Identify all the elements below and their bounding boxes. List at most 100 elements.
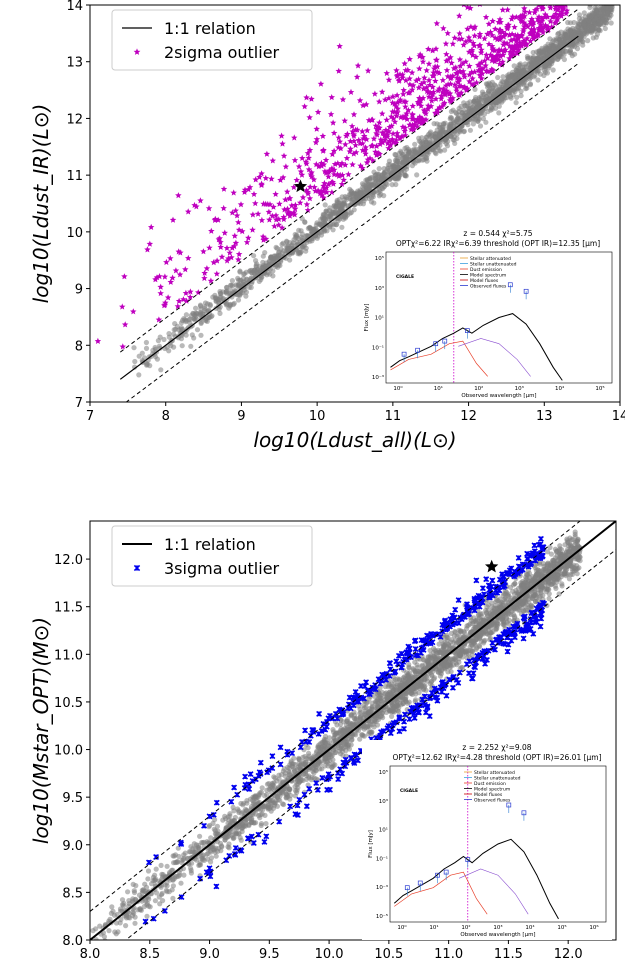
outlier-star [561,0,568,3]
outlier-star [455,35,463,42]
outlier-star [250,190,258,197]
outlier-star [558,0,564,4]
outlier-star [373,130,380,137]
outlier-star [167,278,174,285]
gray-point [136,372,142,378]
outlier-star [217,243,224,250]
outlier-star [547,18,554,25]
outlier-star [441,91,449,98]
gray-point [450,123,457,129]
gray-point [470,121,476,127]
outlier-star [558,10,566,17]
outlier-star [313,125,320,132]
gray-point [499,96,505,102]
y-tick-label: 7 [75,396,83,411]
inset-observed-flux [442,338,448,344]
gray-point [132,358,138,365]
gray-point [471,115,477,121]
outlier-star [266,216,273,223]
gray-point [442,120,448,126]
outlier-star [518,18,526,25]
outlier-star [303,201,311,208]
gray-point [545,549,551,555]
outlier-star [402,103,409,110]
outlier-star [347,88,355,95]
outlier-star [526,30,534,37]
inset-legend-label: Stellar unattenuated [470,262,517,268]
gray-point [452,629,458,636]
gray-point [576,15,583,21]
outlier-star [177,249,184,256]
gray-point [605,0,610,1]
outlier-star [528,26,535,33]
gray-point [412,698,418,705]
x-tick-label: 11 [385,409,402,424]
gray-point [160,898,166,904]
gray-point [448,630,454,637]
outlier-star [249,226,256,233]
outlier-star [270,203,277,210]
outlier-star [478,75,485,82]
inset-y-tick: 10³ [375,285,384,292]
inset-y-tick: 10⁵ [375,255,384,262]
highlight-star [293,179,308,193]
outlier-star [409,111,416,118]
outlier-star [466,37,474,44]
outlier-star [220,185,228,192]
gray-point [400,160,406,167]
outlier-star [330,171,338,178]
gray-point [126,898,132,904]
outlier-star [175,248,182,255]
gray-point [561,56,568,63]
gray-point [389,713,395,720]
outlier-star [523,35,531,42]
outlier-star [302,158,310,165]
outlier-star [429,47,436,54]
outlier-star [335,172,343,179]
gray-point [594,9,600,15]
outlier-star [397,96,404,103]
gray-point [559,581,565,587]
gray-point [145,868,152,874]
outlier-star [435,69,443,76]
gray-point [264,787,270,793]
outlier-star [483,51,490,58]
outlier-star [335,134,342,141]
gray-point [243,289,249,295]
outlier-star [553,14,561,21]
outlier-star [212,215,219,222]
gray-point [246,284,252,290]
outlier-star [520,14,527,21]
outlier-star [406,81,414,88]
outlier-star [385,76,393,83]
gray-point [143,339,149,346]
gray-point [412,659,418,665]
outlier-star [425,45,432,52]
outlier-star [476,33,483,40]
outlier-star [331,160,339,167]
gray-point [113,920,120,926]
gray-point [513,67,519,73]
outlier-star [430,88,437,95]
gray-point [273,244,279,250]
outlier-star [345,171,352,178]
outlier-star [544,27,551,34]
gray-point [275,264,281,270]
outlier-star [185,208,192,215]
outlier-star [491,58,499,65]
outlier-star [235,256,242,263]
outlier-star [364,67,372,74]
outlier-star [312,139,320,146]
x-tick-label: 7 [86,409,94,424]
gray-point [228,287,234,293]
sigma-bound-line [125,63,579,402]
outlier-star [313,161,320,168]
outlier-star [408,69,416,76]
outlier-star [328,167,335,174]
outlier-star [264,200,271,207]
gray-point [427,130,433,136]
gray-point [248,269,255,276]
outlier-star [562,10,570,17]
gray-point [563,39,569,45]
